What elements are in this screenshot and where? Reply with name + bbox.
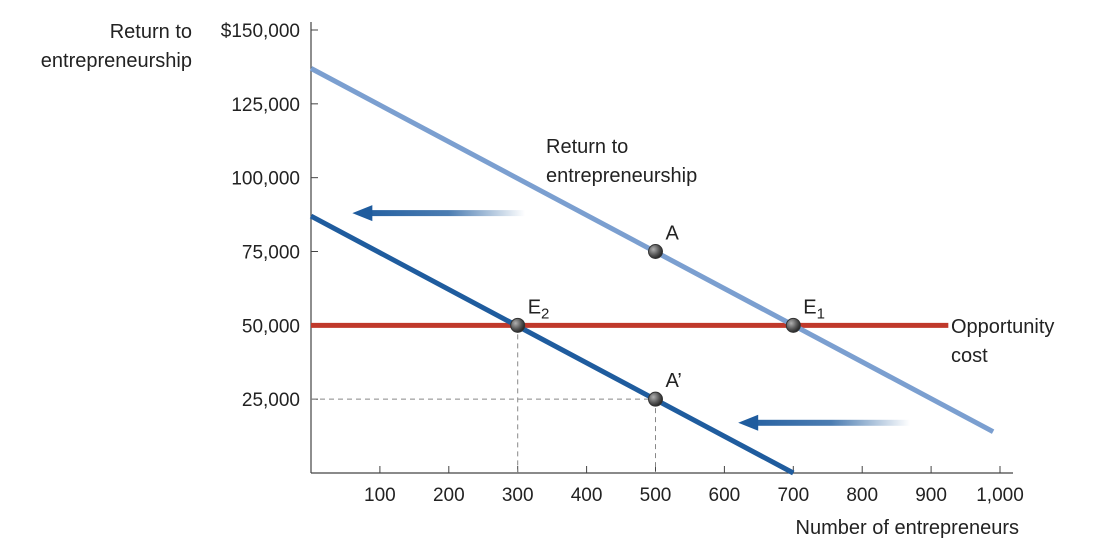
shift-arrow-head	[352, 205, 373, 222]
point-marker	[648, 244, 663, 259]
return-curve-label-line-2: entrepreneurship	[546, 165, 697, 187]
y-tick-label: 125,000	[231, 95, 300, 116]
y-tick-label: 25,000	[242, 390, 300, 411]
shift-arrow-head	[738, 414, 759, 431]
x-tick-label: 700	[777, 485, 809, 506]
y-axis-title-line-2: entrepreneurship	[41, 50, 192, 72]
point-marker	[648, 391, 663, 407]
x-tick-label: 800	[846, 485, 878, 506]
point-label: A’	[666, 370, 682, 392]
y-tick-label: 100,000	[231, 169, 300, 190]
y-tick-label: 75,000	[242, 243, 300, 264]
point-label: E2	[528, 296, 550, 322]
x-tick-label: 500	[640, 485, 672, 506]
series-line-shifted	[309, 213, 795, 476]
x-tick-label: 400	[571, 485, 603, 506]
point-label: A	[666, 223, 680, 245]
point-label: E1	[803, 296, 825, 322]
shift-arrow-shaft	[752, 419, 911, 426]
x-tick-label: 1,000	[976, 485, 1024, 506]
opportunity-cost-label-line-1: Opportunity	[951, 316, 1054, 338]
x-tick-label: 600	[709, 485, 741, 506]
y-axis-title-line-1: Return to	[110, 21, 192, 43]
opportunity-cost-label-line-2: cost	[951, 345, 988, 367]
point-marker	[510, 317, 526, 333]
x-tick-label: 100	[364, 485, 396, 506]
x-tick-label: 200	[433, 485, 465, 506]
shift-arrow-shaft	[366, 210, 529, 217]
y-tick-label: 50,000	[242, 316, 300, 337]
return-curve-label-line-1: Return to	[546, 136, 628, 158]
x-tick-label: 900	[915, 485, 947, 506]
y-tick-label: $150,000	[221, 21, 300, 42]
x-tick-label: 300	[502, 485, 534, 506]
x-axis-title: Number of entrepreneurs	[796, 517, 1019, 539]
point-marker	[785, 317, 801, 333]
